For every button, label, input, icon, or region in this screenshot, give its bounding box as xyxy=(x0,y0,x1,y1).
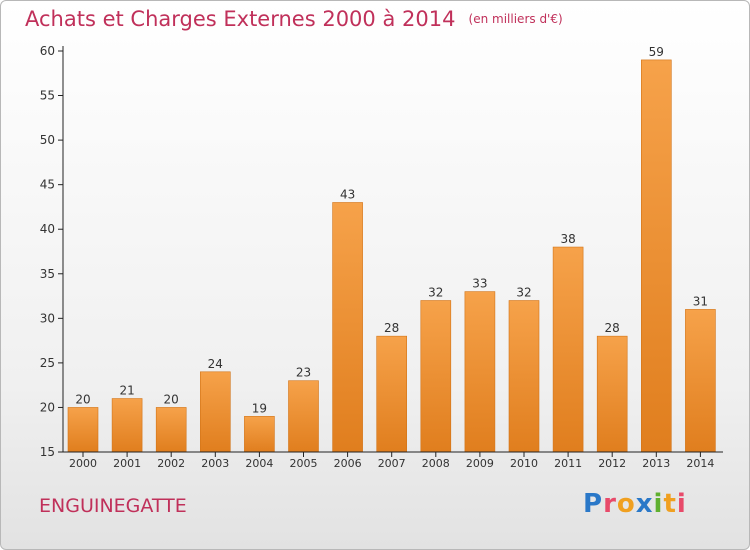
x-tick-label: 2012 xyxy=(598,457,626,470)
logo-letter: i xyxy=(653,489,664,519)
y-tick-label: 15 xyxy=(40,445,55,459)
bar-value-label: 19 xyxy=(252,401,267,415)
bar-value-label: 28 xyxy=(605,321,620,335)
logo-letter: o xyxy=(616,489,636,519)
logo-letter: t xyxy=(663,489,677,519)
bar-value-label: 28 xyxy=(384,321,399,335)
bar-2002 xyxy=(155,407,187,453)
x-tick-label: 2011 xyxy=(554,457,582,470)
chart-title-text: Achats et Charges Externes 2000 à 2014 xyxy=(25,7,456,31)
y-tick-label: 40 xyxy=(40,222,55,236)
y-tick-label: 25 xyxy=(40,356,55,370)
proxiti-logo: Proxiti xyxy=(583,489,687,519)
x-tick-label: 2009 xyxy=(466,457,494,470)
x-tick-label: 2008 xyxy=(422,457,450,470)
x-tick-label: 2010 xyxy=(510,457,538,470)
chart-unit-label: (en milliers d'€) xyxy=(468,12,563,26)
bar-value-label: 20 xyxy=(164,392,179,406)
bar-2009 xyxy=(464,291,496,453)
x-tick-label: 2013 xyxy=(642,457,670,470)
x-tick-label: 2000 xyxy=(69,457,97,470)
bar-2000 xyxy=(67,407,99,453)
commune-name: ENGUINEGATTE xyxy=(39,495,187,517)
bar-value-label: 31 xyxy=(693,294,708,308)
y-tick-label: 55 xyxy=(40,89,55,103)
bar-value-label: 21 xyxy=(119,384,134,398)
bar-value-label: 33 xyxy=(472,277,487,291)
bar-value-label: 20 xyxy=(75,392,90,406)
bar-2001 xyxy=(111,398,143,453)
bar-2005 xyxy=(288,380,319,453)
bar-value-label: 23 xyxy=(296,366,311,380)
bar-value-label: 32 xyxy=(428,286,443,300)
bar-2008 xyxy=(420,300,452,453)
y-tick-label: 45 xyxy=(40,178,55,192)
x-tick-label: 2002 xyxy=(157,457,185,470)
bar-2012 xyxy=(596,335,628,453)
x-tick-label: 2004 xyxy=(245,457,273,470)
bar-value-label: 24 xyxy=(208,357,223,371)
logo-letter: x xyxy=(635,489,654,519)
logo-letter: r xyxy=(603,489,617,519)
bar-2007 xyxy=(376,335,408,453)
x-tick-label: 2003 xyxy=(201,457,229,470)
x-tick-label: 2005 xyxy=(290,457,318,470)
x-tick-label: 2006 xyxy=(334,457,362,470)
bar-2003 xyxy=(200,371,231,453)
bar-2004 xyxy=(244,416,275,453)
logo-letter: i xyxy=(676,489,687,519)
bar-2010 xyxy=(508,300,540,453)
y-tick-label: 60 xyxy=(40,44,55,58)
logo-letter: P xyxy=(583,489,604,519)
bar-value-label: 38 xyxy=(560,232,575,246)
bar-value-label: 32 xyxy=(516,286,531,300)
y-tick-label: 30 xyxy=(40,311,55,325)
x-tick-label: 2014 xyxy=(686,457,714,470)
bar-2006 xyxy=(332,202,363,453)
bar-2011 xyxy=(552,246,584,453)
bar-value-label: 43 xyxy=(340,187,355,201)
bar-2014 xyxy=(685,309,716,453)
y-tick-label: 35 xyxy=(40,267,55,281)
bar-value-label: 59 xyxy=(649,45,664,59)
x-tick-label: 2001 xyxy=(113,457,141,470)
chart-title: Achats et Charges Externes 2000 à 2014 (… xyxy=(25,7,563,31)
bar-2013 xyxy=(640,59,672,453)
y-tick-label: 50 xyxy=(40,133,55,147)
y-tick-label: 20 xyxy=(40,400,55,414)
x-tick-label: 2007 xyxy=(378,457,406,470)
